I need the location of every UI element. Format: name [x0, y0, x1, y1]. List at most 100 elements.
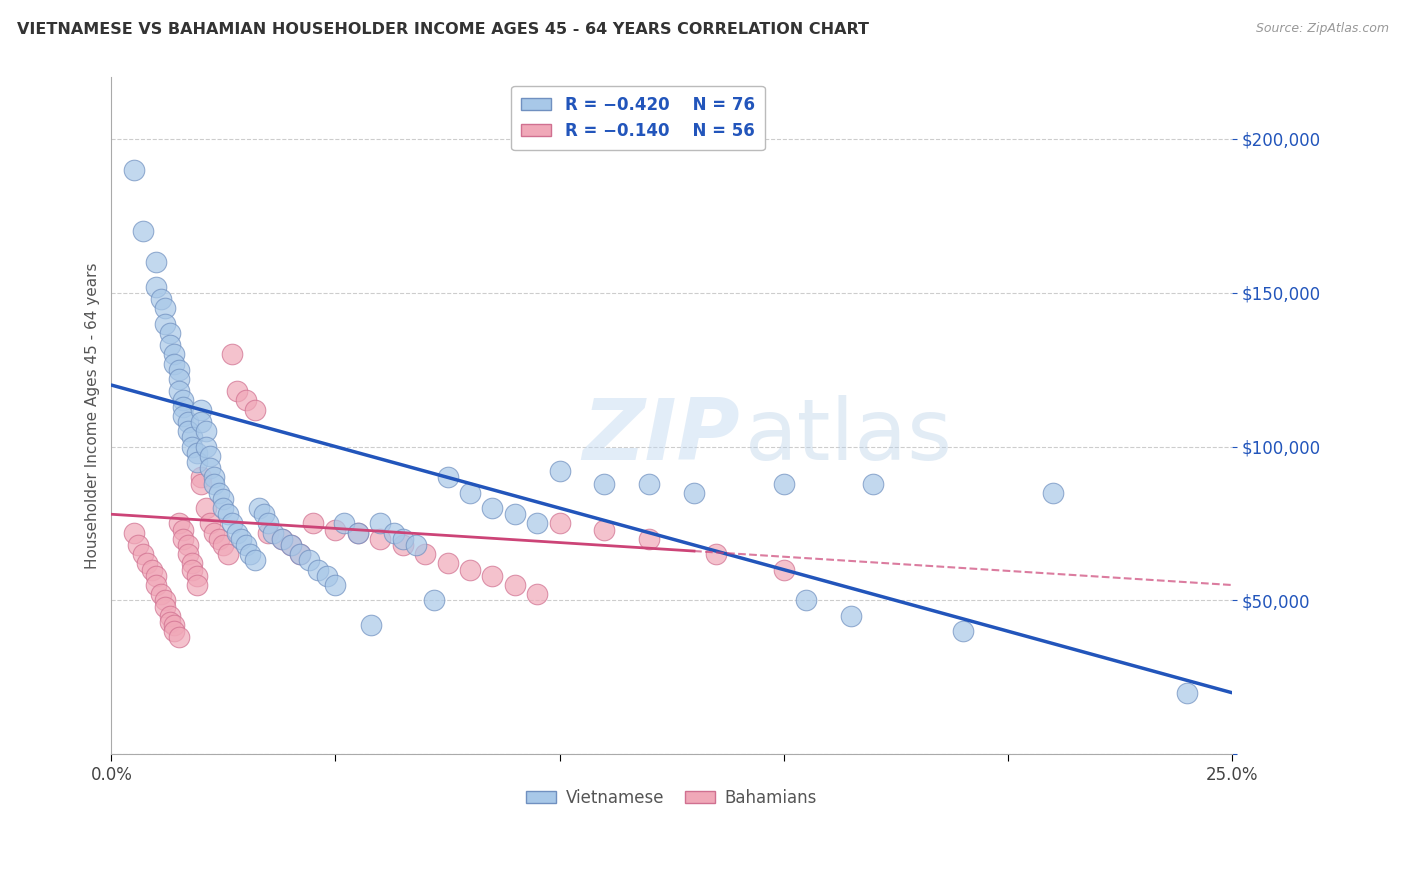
- Point: [153, 599, 176, 614]
- Point: [225, 525, 247, 540]
- Point: [235, 393, 257, 408]
- Point: [360, 618, 382, 632]
- Point: [307, 563, 329, 577]
- Point: [1175, 686, 1198, 700]
- Point: [172, 409, 194, 423]
- Point: [176, 538, 198, 552]
- Point: [122, 162, 145, 177]
- Point: [325, 523, 347, 537]
- Point: [772, 476, 794, 491]
- Point: [221, 516, 243, 531]
- Point: [458, 485, 481, 500]
- Text: ZIP: ZIP: [582, 394, 740, 477]
- Point: [212, 491, 235, 506]
- Point: [190, 402, 212, 417]
- Point: [194, 440, 217, 454]
- Point: [176, 415, 198, 429]
- Point: [302, 516, 325, 531]
- Point: [163, 347, 186, 361]
- Point: [149, 587, 172, 601]
- Point: [159, 338, 181, 352]
- Point: [333, 516, 356, 531]
- Point: [167, 516, 190, 531]
- Point: [391, 532, 413, 546]
- Point: [257, 516, 280, 531]
- Point: [772, 563, 794, 577]
- Point: [163, 624, 186, 639]
- Point: [325, 578, 347, 592]
- Legend: Vietnamese, Bahamians: Vietnamese, Bahamians: [520, 782, 824, 814]
- Point: [212, 538, 235, 552]
- Text: atlas: atlas: [744, 394, 952, 477]
- Point: [262, 525, 284, 540]
- Point: [163, 618, 186, 632]
- Point: [436, 557, 458, 571]
- Point: [194, 501, 217, 516]
- Point: [231, 532, 253, 546]
- Point: [405, 538, 427, 552]
- Point: [481, 569, 503, 583]
- Point: [153, 317, 176, 331]
- Point: [204, 476, 226, 491]
- Point: [208, 485, 231, 500]
- Point: [347, 525, 370, 540]
- Point: [194, 424, 217, 438]
- Point: [391, 538, 413, 552]
- Point: [212, 501, 235, 516]
- Point: [243, 402, 266, 417]
- Point: [503, 508, 526, 522]
- Point: [952, 624, 974, 639]
- Point: [181, 557, 204, 571]
- Point: [167, 362, 190, 376]
- Text: VIETNAMESE VS BAHAMIAN HOUSEHOLDER INCOME AGES 45 - 64 YEARS CORRELATION CHART: VIETNAMESE VS BAHAMIAN HOUSEHOLDER INCOM…: [17, 22, 869, 37]
- Point: [172, 393, 194, 408]
- Point: [149, 292, 172, 306]
- Point: [548, 464, 571, 478]
- Point: [436, 470, 458, 484]
- Point: [593, 523, 616, 537]
- Point: [132, 547, 155, 561]
- Point: [198, 449, 221, 463]
- Point: [280, 538, 302, 552]
- Point: [145, 279, 167, 293]
- Point: [145, 255, 167, 269]
- Point: [190, 470, 212, 484]
- Point: [159, 326, 181, 340]
- Point: [243, 553, 266, 567]
- Point: [172, 400, 194, 414]
- Point: [204, 525, 226, 540]
- Point: [257, 525, 280, 540]
- Point: [347, 525, 370, 540]
- Point: [368, 532, 391, 546]
- Point: [198, 461, 221, 475]
- Point: [145, 578, 167, 592]
- Point: [153, 593, 176, 607]
- Point: [503, 578, 526, 592]
- Point: [127, 538, 149, 552]
- Point: [181, 563, 204, 577]
- Point: [153, 301, 176, 315]
- Point: [247, 501, 270, 516]
- Point: [221, 347, 243, 361]
- Point: [186, 446, 208, 460]
- Point: [288, 547, 311, 561]
- Point: [413, 547, 436, 561]
- Point: [186, 569, 208, 583]
- Point: [141, 563, 163, 577]
- Point: [159, 615, 181, 629]
- Point: [225, 384, 247, 399]
- Point: [186, 578, 208, 592]
- Point: [204, 470, 226, 484]
- Point: [172, 523, 194, 537]
- Point: [136, 557, 159, 571]
- Point: [862, 476, 884, 491]
- Point: [167, 630, 190, 644]
- Point: [297, 553, 319, 567]
- Point: [315, 569, 337, 583]
- Point: [638, 532, 661, 546]
- Point: [198, 516, 221, 531]
- Point: [172, 532, 194, 546]
- Point: [167, 384, 190, 399]
- Point: [239, 547, 262, 561]
- Point: [638, 476, 661, 491]
